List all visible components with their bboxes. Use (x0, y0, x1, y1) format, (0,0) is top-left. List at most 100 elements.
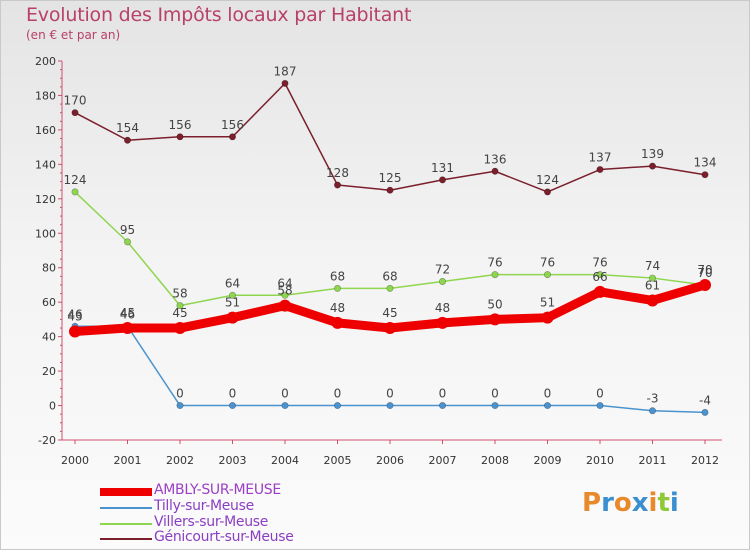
data-point (701, 171, 709, 179)
data-label: 70 (697, 263, 712, 277)
data-point (71, 188, 79, 196)
data-label: 58 (172, 287, 187, 301)
data-point (596, 402, 604, 410)
chart-title: Evolution des Impôts locaux par Habitant (26, 4, 412, 26)
data-point (229, 291, 237, 299)
data-point (71, 109, 79, 117)
y-tick-label: 160 (35, 124, 56, 137)
data-label: 64 (277, 276, 292, 290)
legend-swatch-villers (100, 523, 152, 525)
data-point (124, 238, 132, 246)
data-point (386, 186, 394, 194)
data-point (491, 167, 499, 175)
data-label: 48 (435, 301, 450, 315)
legend-item-ambly[interactable]: AMBLY-SUR-MEUSE (100, 482, 360, 500)
logo-letter: i (648, 488, 658, 518)
data-label: 0 (596, 387, 604, 401)
data-label: 68 (330, 269, 345, 283)
data-label: 61 (645, 278, 660, 292)
data-label: 128 (326, 166, 349, 180)
logo-letter: r (601, 488, 614, 518)
logo-letter: i (669, 488, 679, 518)
x-tick-label: 2000 (61, 454, 89, 467)
data-point (279, 299, 291, 312)
data-point (596, 271, 604, 279)
data-label: 156 (169, 118, 192, 132)
data-label: 0 (229, 387, 237, 401)
data-label: 124 (536, 173, 559, 187)
x-tick-label: 2001 (114, 454, 142, 467)
x-tick-label: 2002 (166, 454, 194, 467)
y-tick-label: -20 (38, 434, 56, 447)
data-point (384, 322, 396, 335)
data-label: 0 (334, 387, 342, 401)
data-point (176, 302, 184, 310)
data-label: 0 (439, 387, 447, 401)
data-point (648, 407, 656, 415)
data-point (543, 402, 551, 410)
data-label: 156 (221, 118, 244, 132)
data-label: 0 (544, 387, 552, 401)
data-label: 51 (225, 296, 240, 310)
data-point (438, 402, 446, 410)
data-point (491, 402, 499, 410)
y-tick-label: 200 (35, 55, 56, 68)
y-tick-label: 100 (35, 227, 56, 240)
x-tick-label: 2005 (324, 454, 352, 467)
data-point (541, 311, 554, 324)
data-point (229, 402, 237, 410)
data-label: 70 (697, 266, 712, 280)
data-label: 46 (120, 307, 135, 321)
data-point (436, 316, 449, 329)
legend-item-genicourt[interactable]: Génicourt-sur-Meuse (100, 529, 360, 547)
data-label: 154 (116, 121, 139, 135)
data-point (333, 181, 341, 189)
legend-label-tilly: Tilly-sur-Meuse (154, 498, 254, 514)
data-label: 68 (382, 269, 397, 283)
data-point (333, 402, 341, 410)
data-label: 0 (176, 387, 184, 401)
y-tick-label: 20 (42, 365, 56, 378)
data-label: 72 (435, 263, 450, 277)
data-label: 51 (540, 296, 555, 310)
data-point (331, 316, 344, 329)
x-tick-label: 2011 (639, 454, 667, 467)
x-tick-label: 2009 (534, 454, 562, 467)
data-label: 170 (64, 94, 87, 108)
chart-subtitle: (en € et par an) (26, 28, 121, 42)
y-tick-label: 40 (42, 331, 56, 344)
data-label: 0 (491, 387, 499, 401)
data-point (281, 402, 289, 410)
data-point (543, 188, 551, 196)
data-label: 45 (172, 306, 187, 320)
x-tick-label: 2003 (219, 454, 247, 467)
data-label: 187 (274, 64, 297, 78)
data-point (121, 322, 134, 335)
y-tick-label: 120 (35, 193, 56, 206)
legend-label-ambly: AMBLY-SUR-MEUSE (154, 482, 281, 498)
proxiti-logo: Proxiti (582, 488, 679, 518)
data-point (386, 284, 394, 292)
data-label: 76 (540, 256, 555, 270)
data-point (594, 285, 606, 298)
data-label: 0 (281, 387, 289, 401)
data-label: 46 (67, 307, 82, 321)
data-point (333, 284, 341, 292)
data-label: 139 (641, 147, 664, 161)
data-label: 76 (487, 256, 502, 270)
y-tick-label: 140 (35, 158, 56, 171)
y-tick-label: 0 (49, 400, 56, 413)
legend-item-villers[interactable]: Villers-sur-Meuse (100, 514, 360, 532)
y-tick-label: 180 (35, 89, 56, 102)
data-point (491, 271, 499, 279)
x-tick-label: 2007 (429, 454, 457, 467)
legend-item-tilly[interactable]: Tilly-sur-Meuse (100, 498, 360, 516)
data-label: 136 (484, 152, 507, 166)
data-point (438, 176, 446, 184)
x-tick-label: 2008 (481, 454, 509, 467)
data-label: 74 (645, 259, 660, 273)
data-point (701, 408, 709, 416)
data-point (174, 322, 186, 335)
data-point (543, 271, 551, 279)
data-point (648, 274, 656, 282)
